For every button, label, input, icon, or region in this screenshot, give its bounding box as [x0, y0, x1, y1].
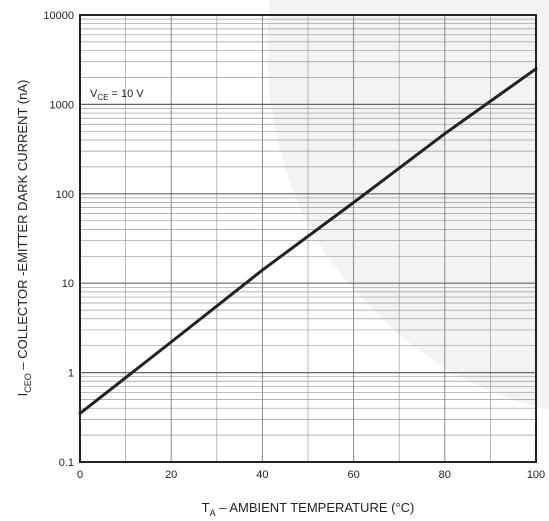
x-axis-title-main: T [202, 500, 210, 515]
y-axis-title-main: I [15, 393, 30, 397]
y-tick-label: 0.1 [59, 457, 74, 469]
y-tick-label: 1000 [50, 99, 74, 111]
background-watermark [267, 0, 549, 410]
x-tick-label: 0 [77, 469, 83, 481]
y-tick-label: 10 [62, 278, 74, 290]
y-tick-label: 10000 [43, 10, 74, 22]
plot-frame [79, 14, 537, 463]
x-tick-label: 20 [165, 469, 177, 481]
y-axis-title-sub: CEO [23, 373, 33, 393]
x-tick-label: 60 [347, 469, 359, 481]
x-tick-label: 100 [527, 469, 545, 481]
dark-current-line [78, 67, 538, 415]
annotation-main: V [90, 88, 98, 100]
x-axis-title-sub: A [210, 508, 216, 518]
minor-gridlines [80, 15, 536, 462]
y-tick-label: 100 [56, 189, 74, 201]
annotation-rest: = 10 V [108, 88, 144, 100]
y-axis-title: ICEO – COLLECTOR -EMITTER DARK CURRENT (… [15, 80, 33, 397]
annotation-sub: CE [97, 93, 108, 102]
y-tick-label: 1 [68, 368, 74, 380]
major-gridlines [80, 15, 536, 462]
x-axis-title: TA – AMBIENT TEMPERATURE (°C) [202, 500, 415, 518]
y-axis-ticks: 0.1 1 10 100 1000 10000 [43, 10, 74, 469]
x-axis-title-rest: – AMBIENT TEMPERATURE (°C) [216, 500, 415, 515]
vce-annotation: VCE = 10 V [90, 88, 144, 102]
y-axis-title-rest: – COLLECTOR -EMITTER DARK CURRENT (nA) [15, 80, 30, 374]
x-tick-label: 40 [256, 469, 268, 481]
x-tick-label: 80 [439, 469, 451, 481]
x-axis-ticks: 0 20 40 60 80 100 [77, 469, 545, 481]
